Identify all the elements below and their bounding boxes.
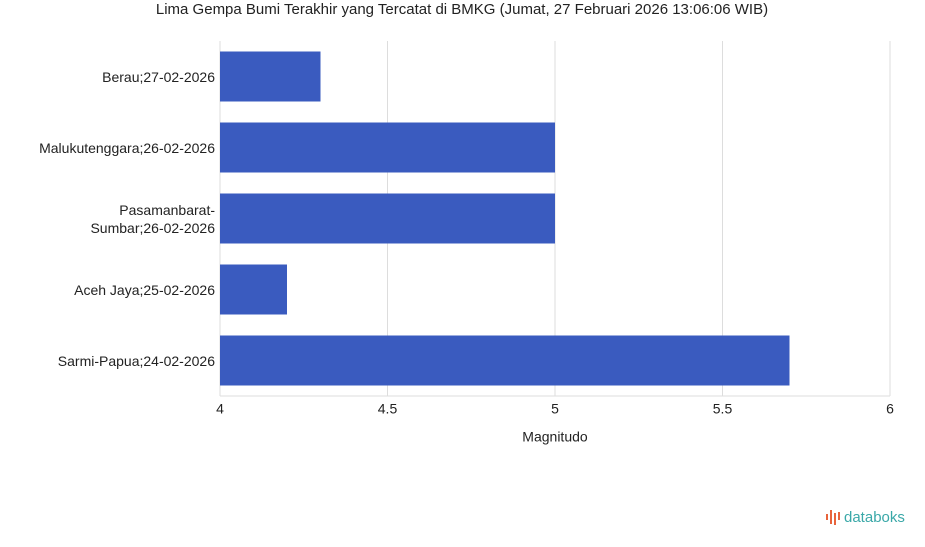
y-tick-label: Aceh Jaya;25-02-2026 (74, 281, 215, 298)
x-tick-label: 4 (216, 401, 224, 417)
y-tick-label: Pasamanbarat-Sumbar;26-02-2026 (90, 201, 215, 236)
y-tick-label: Sarmi-Papua;24-02-2026 (57, 352, 215, 369)
bar (220, 193, 555, 244)
brand: databoks (844, 509, 905, 526)
x-tick-label: 5.5 (713, 401, 733, 417)
bar (220, 264, 287, 315)
bar (220, 335, 790, 386)
x-tick-label: 5 (551, 401, 559, 417)
x-tick-label: 4.5 (378, 401, 398, 417)
x-axis-title: Magnitudo (522, 429, 588, 445)
chart-title: Lima Gempa Bumi Terakhir yang Tercatat d… (156, 1, 768, 18)
y-tick-label: Malukutenggara;26-02-2026 (39, 139, 215, 156)
bar (220, 122, 555, 173)
x-tick-label: 6 (886, 401, 894, 417)
brand-icon (826, 510, 840, 525)
bar (220, 51, 321, 102)
y-tick-label: Berau;27-02-2026 (102, 68, 215, 85)
